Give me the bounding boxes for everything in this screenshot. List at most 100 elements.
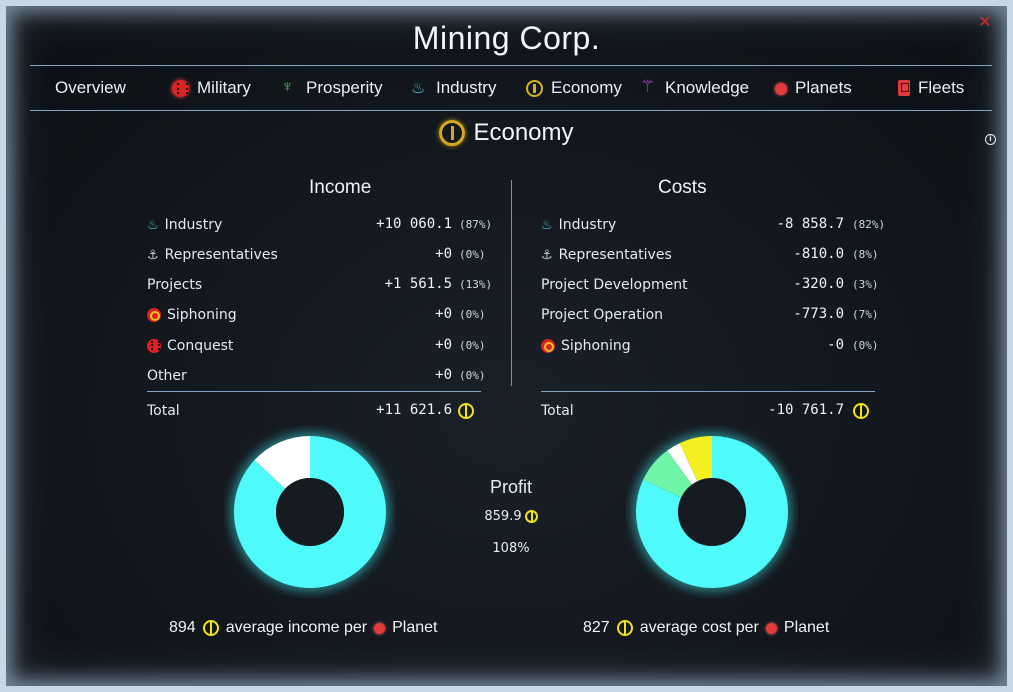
tab-military[interactable]: Military [172, 78, 251, 98]
representatives-icon [147, 247, 159, 263]
costs-row-value: -320.0 [793, 276, 844, 292]
industry-icon [411, 78, 428, 98]
costs-row-label: Project Operation [541, 307, 664, 323]
income-row-value: +1 561.5 [384, 276, 452, 292]
tab-knowledge-label: Knowledge [665, 78, 750, 97]
costs-row-label: Representatives [558, 247, 672, 263]
income-row-label: Conquest [167, 338, 234, 354]
income-row-pct: (0%) [459, 248, 486, 261]
costs-row: Industry [541, 214, 617, 236]
income-row-value: +0 [435, 367, 452, 383]
income-row-pct: (13%) [459, 278, 493, 291]
tab-overview[interactable]: Overview [55, 78, 126, 98]
costs-total-value: -10 761.7 [768, 402, 844, 418]
income-row-value: +0 [435, 337, 452, 353]
income-row: Other [147, 365, 187, 387]
credits-icon [202, 620, 219, 636]
costs-row-value: -0 [827, 337, 844, 353]
tab-prosperity[interactable]: Prosperity [281, 77, 383, 98]
fleet-icon [898, 80, 910, 96]
income-row: Projects [147, 274, 202, 296]
tab-fleets-label: Fleets [918, 78, 965, 97]
credits-icon [616, 620, 633, 636]
income-row-value: +0 [435, 306, 452, 322]
income-row-pct: (0%) [459, 369, 486, 382]
income-row-label: Other [147, 368, 187, 384]
tab-economy-label: Economy [551, 78, 622, 97]
column-divider [511, 180, 512, 386]
income-row: Industry [147, 214, 223, 236]
donut-slice-costs-0 [636, 436, 788, 588]
credits-icon [524, 510, 538, 523]
info-icon[interactable]: i [985, 134, 996, 145]
income-row-pct: (87%) [459, 218, 493, 231]
profit-value: 859.9 [484, 509, 522, 524]
costs-title: Costs [658, 177, 707, 198]
costs-row-pct: (3%) [852, 278, 879, 291]
knowledge-icon [640, 77, 657, 97]
window-title: Mining Corp. [412, 20, 601, 56]
costs-donut-chart [632, 432, 792, 592]
donut-slice-income-0 [233, 436, 386, 588]
average-income: 894 average income per Planet [169, 619, 438, 637]
costs-row-label: Siphoning [561, 338, 631, 354]
industry-icon [541, 217, 553, 233]
costs-row: Siphoning [541, 335, 631, 357]
tab-overview-label: Overview [55, 78, 126, 97]
costs-row-value: -810.0 [793, 246, 844, 262]
costs-row-pct: (8%) [852, 248, 879, 261]
credits-icon [853, 403, 869, 419]
section-header: Economy [6, 119, 1007, 147]
industry-icon [147, 217, 159, 233]
income-row-label: Representatives [164, 247, 278, 263]
tab-economy[interactable]: Economy [526, 78, 622, 98]
costs-row: Project Operation [541, 304, 663, 326]
income-row-value: +10 060.1 [376, 216, 452, 232]
costs-row-pct: (7%) [852, 308, 879, 321]
donut-hole [276, 478, 344, 546]
profit-value-row: 859.9 [446, 509, 576, 524]
military-icon [172, 79, 189, 97]
tab-planets[interactable]: Planets [775, 78, 852, 98]
income-row-value: +0 [435, 246, 452, 262]
donut-slice-costs-3 [679, 436, 712, 482]
average-income-planet: Planet [392, 619, 438, 636]
tab-industry[interactable]: Industry [411, 78, 496, 98]
profit-label: Profit [489, 477, 532, 497]
costs-row-pct: (0%) [852, 339, 879, 352]
costs-row-label: Project Development [541, 277, 688, 293]
tab-prosperity-label: Prosperity [306, 78, 383, 97]
conquest-icon [147, 339, 161, 353]
tab-knowledge[interactable]: Knowledge [640, 77, 750, 98]
average-cost-text: average cost per [639, 619, 759, 636]
close-icon[interactable]: ✕ [978, 12, 992, 31]
income-row-label: Projects [147, 277, 203, 293]
average-income-value: 894 [169, 619, 196, 636]
average-cost: 827 average cost per Planet [583, 619, 829, 637]
tab-fleets[interactable]: Fleets [898, 78, 964, 98]
donut-slice-costs-1 [643, 450, 693, 498]
income-row: Siphoning [147, 304, 237, 326]
planet-icon [765, 622, 777, 634]
profit-percent: 108% [492, 541, 530, 556]
donut-slice-income-1 [254, 436, 310, 489]
economy-icon [439, 120, 466, 146]
costs-total-divider [541, 391, 875, 392]
income-row: Representatives [147, 244, 278, 266]
income-row-pct: (0%) [459, 339, 486, 352]
average-cost-planet: Planet [783, 619, 830, 636]
costs-row-value: -773.0 [793, 306, 844, 322]
prosperity-icon [281, 77, 298, 97]
income-total-value: +11 621.6 [376, 402, 452, 418]
credits-icon [458, 403, 474, 419]
planet-icon [775, 83, 787, 95]
siphoning-icon [147, 308, 161, 322]
income-total-divider [147, 391, 481, 392]
income-row-label: Industry [164, 217, 223, 233]
section-title: Economy [473, 119, 574, 146]
tab-military-label: Military [197, 78, 251, 97]
income-donut-chart [230, 432, 390, 592]
average-cost-value: 827 [583, 619, 610, 636]
income-title: Income [309, 177, 372, 198]
